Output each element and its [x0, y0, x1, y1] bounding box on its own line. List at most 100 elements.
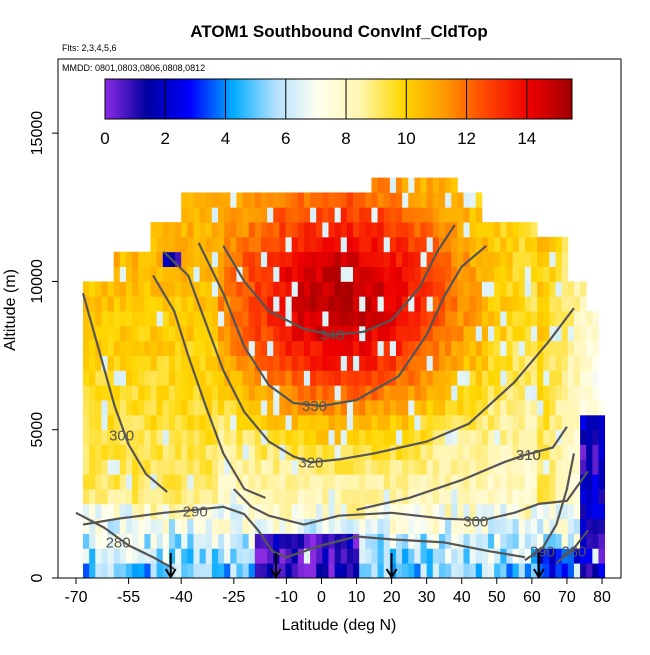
heat-cell [297, 370, 305, 386]
contour-line [555, 529, 589, 565]
heat-cell [285, 459, 293, 475]
heat-cell [512, 489, 520, 505]
heat-cell [346, 251, 354, 267]
heat-cell [236, 563, 243, 579]
heat-cell [451, 370, 458, 386]
heat-cell [218, 489, 225, 505]
heat-cell [580, 503, 587, 520]
colorbar-segment [210, 79, 214, 119]
heat-cell [506, 518, 513, 534]
heat-cell [205, 355, 213, 371]
heat-cell [193, 236, 201, 253]
heat-cell [567, 355, 575, 371]
heat-cell [113, 563, 121, 579]
heat-cell [353, 266, 360, 282]
heat-cell [420, 266, 428, 282]
heat-cell [285, 444, 293, 460]
heat-cell [328, 474, 336, 490]
heat-cell [199, 429, 207, 445]
heat-cell [408, 236, 415, 253]
heat-cell [573, 325, 581, 342]
heat-cell [156, 474, 164, 490]
heat-cell [199, 325, 207, 342]
heat-cell [125, 296, 133, 312]
heat-cell [524, 414, 532, 431]
heat-cell [218, 385, 225, 401]
heat-cell [512, 533, 520, 549]
heat-cell [156, 296, 164, 312]
heat-cell [445, 236, 452, 253]
heat-cell [500, 444, 507, 460]
heat-cell [549, 533, 556, 549]
colorbar-segment [502, 79, 507, 119]
y-tick-label: 0 [29, 573, 46, 582]
heat-cell [445, 385, 452, 401]
heat-cell [481, 251, 489, 267]
heat-cell [488, 533, 495, 549]
heat-cell [598, 503, 606, 520]
heat-cell [322, 444, 329, 460]
heat-cell [463, 325, 471, 342]
heat-cell [365, 563, 372, 579]
heat-cell [187, 266, 194, 282]
colorbar-segment [565, 79, 570, 119]
heat-cell [500, 355, 507, 371]
heat-cell [359, 385, 366, 401]
heat-cell [328, 192, 336, 208]
heat-cell [138, 414, 145, 431]
heat-cell [175, 355, 182, 371]
heat-cell [218, 236, 225, 253]
heat-cell [83, 429, 90, 445]
heat-cell [125, 400, 133, 416]
heat-cell [365, 236, 372, 253]
heat-cell [267, 311, 274, 327]
heat-cell [395, 207, 403, 223]
heat-cell [359, 370, 366, 386]
heat-cell [359, 311, 366, 327]
heat-cell [353, 503, 360, 520]
heat-cell [395, 266, 403, 282]
heat-cell [389, 548, 397, 564]
heat-cell [236, 236, 243, 253]
heat-cell [193, 251, 201, 267]
heat-cell [254, 414, 262, 431]
heat-cell [113, 340, 121, 356]
heat-cell [371, 414, 378, 431]
heat-cell [303, 370, 311, 386]
y-tick-label: 5000 [29, 412, 46, 448]
heat-cell [365, 370, 372, 386]
heat-cell [488, 503, 495, 520]
heat-cell [389, 251, 397, 267]
heat-cell [224, 489, 231, 505]
heat-cell [432, 400, 440, 416]
colorbar-segment [258, 79, 263, 119]
heat-cell [549, 340, 556, 356]
heat-cell [592, 414, 599, 431]
heat-cell [469, 222, 477, 238]
heat-cell [432, 489, 440, 505]
contour-label: 340 [319, 327, 344, 344]
heat-cell [316, 563, 323, 579]
x-tick-label: -10 [275, 589, 298, 606]
heat-cell [432, 340, 440, 356]
heat-cell [500, 474, 507, 490]
heat-cell [518, 533, 526, 549]
heat-cell [506, 548, 513, 564]
heat-cell [586, 563, 593, 579]
heat-cell [451, 177, 458, 193]
heat-cell [573, 340, 581, 356]
heat-cell [303, 325, 311, 342]
heat-cell [383, 355, 391, 371]
heat-cell [457, 325, 464, 342]
heat-cell [175, 385, 182, 401]
heat-cell [260, 385, 268, 401]
heat-cell [402, 266, 409, 282]
colorbar-segment [159, 79, 163, 119]
colorbar-segment [460, 79, 465, 119]
heat-cell [119, 503, 127, 520]
heat-cell [267, 518, 274, 534]
heat-cell [365, 400, 372, 416]
heat-cell [524, 429, 532, 445]
heat-cell [555, 311, 563, 327]
heat-cell [248, 192, 256, 208]
